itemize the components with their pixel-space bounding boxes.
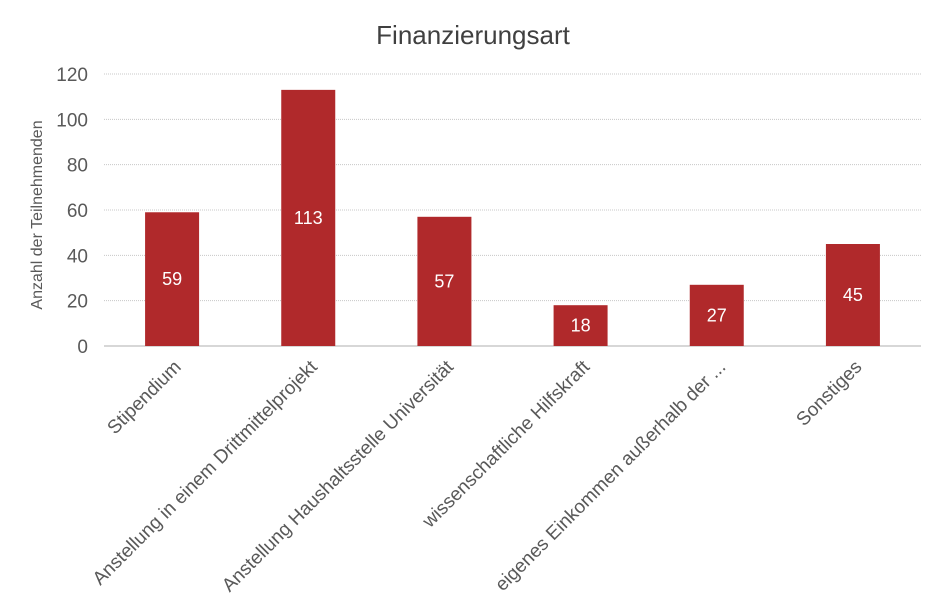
x-category-label: Anstellung in einem Drittmittelprojekt (89, 356, 322, 589)
bar (145, 212, 200, 346)
data-label: 45 (843, 285, 863, 305)
data-label: 59 (162, 269, 182, 289)
data-label: 18 (571, 316, 591, 336)
x-category-label: eigenes Einkommen außerhalb der ... (491, 357, 730, 596)
x-category-label: Anstellung Haushaltsstelle Universität (218, 356, 458, 596)
y-axis-label: Anzahl der Teilnehmenden (29, 120, 46, 309)
chart-title: Finanzierungsart (376, 20, 570, 50)
y-axis-ticks: 0 20 40 60 80 100 120 (56, 65, 88, 358)
y-tick-label: 20 (67, 292, 88, 313)
x-category-label: Stipendium (104, 357, 186, 439)
y-tick-label: 40 (67, 246, 88, 267)
data-label: 27 (707, 305, 727, 325)
y-tick-label: 100 (56, 110, 88, 131)
bar (825, 244, 880, 346)
y-tick-label: 120 (56, 65, 88, 86)
bar (553, 305, 608, 346)
bar (417, 216, 472, 346)
data-label: 113 (294, 208, 323, 228)
y-tick-label: 0 (77, 337, 88, 358)
bar (689, 284, 744, 346)
bars: 59 113 57 18 27 45 (145, 89, 880, 346)
bar (281, 89, 336, 346)
y-tick-label: 80 (67, 156, 88, 177)
y-tick-label: 60 (67, 201, 88, 222)
gridlines (104, 73, 921, 347)
x-category-label: Sonstiges (793, 357, 867, 431)
data-label: 57 (434, 271, 454, 291)
